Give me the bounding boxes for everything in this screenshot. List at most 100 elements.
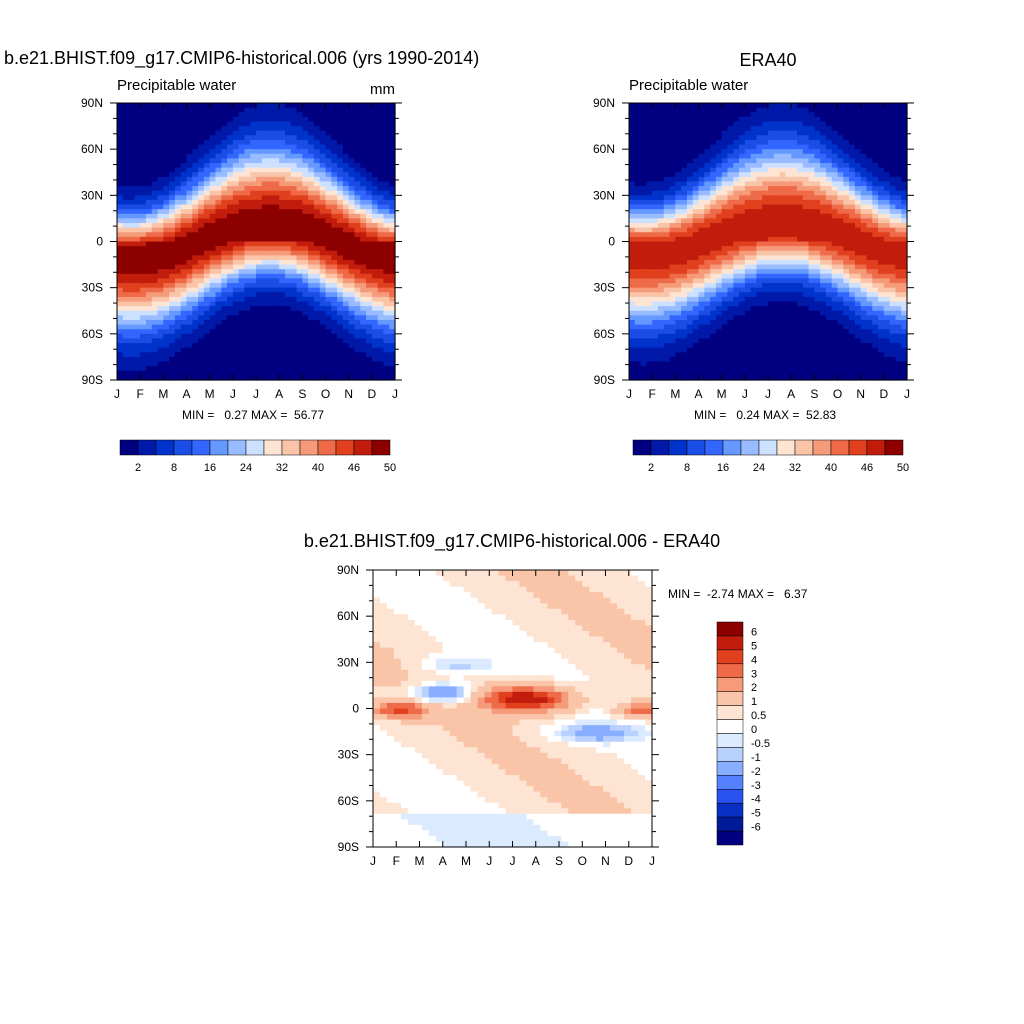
heatmap-cell <box>733 223 740 229</box>
heatmap-cell <box>872 269 879 275</box>
heatmap-cell <box>860 209 868 215</box>
heatmap-cell <box>227 176 234 183</box>
heatmap-cell <box>221 236 228 243</box>
heatmap-cell <box>331 361 338 367</box>
heatmap-cell <box>739 139 746 146</box>
heatmap-cell <box>151 250 159 256</box>
heatmap-cell <box>681 250 688 256</box>
heatmap-cell <box>756 273 763 280</box>
heatmap-cell <box>721 126 729 132</box>
colorbar-label: 24 <box>240 462 252 474</box>
heatmap-cell <box>169 250 176 256</box>
heatmap-cell <box>366 259 373 266</box>
heatmap-cell <box>878 259 885 266</box>
heatmap-cell <box>883 144 891 150</box>
heatmap-cell <box>733 153 740 159</box>
heatmap-cell <box>383 329 390 335</box>
heatmap-cell <box>302 352 309 358</box>
heatmap-cell <box>145 112 153 118</box>
heatmap-cell <box>837 190 844 196</box>
heatmap-cell <box>128 172 135 178</box>
heatmap-cell <box>750 163 758 169</box>
heatmap-cell <box>652 176 659 183</box>
heatmap-cell <box>727 236 734 243</box>
heatmap-cell <box>296 343 303 349</box>
heatmap-cell <box>186 121 193 127</box>
heatmap-cell <box>140 107 147 113</box>
heatmap-cell <box>854 126 862 132</box>
heatmap-cell <box>756 107 763 113</box>
heatmap-cell <box>209 366 217 372</box>
heatmap-cell <box>256 167 263 173</box>
heatmap-cell <box>319 139 327 146</box>
colorbar-swatch <box>191 439 211 456</box>
heatmap-cell <box>820 167 827 173</box>
heatmap-cell <box>313 227 321 233</box>
heatmap-cell <box>250 310 257 316</box>
heatmap-cell <box>866 172 873 178</box>
heatmap-cell <box>756 130 763 136</box>
heatmap-cell <box>354 103 361 109</box>
heatmap-cell <box>348 306 356 312</box>
heatmap-cell <box>901 213 908 220</box>
heatmap-cell <box>267 324 274 330</box>
heatmap-cell <box>883 130 891 136</box>
heatmap-cell <box>773 112 781 118</box>
heatmap-cell <box>348 149 356 155</box>
heatmap-cell <box>250 107 257 113</box>
heatmap-cell <box>256 361 263 367</box>
heatmap-cell <box>872 209 879 215</box>
colorbar-label: 8 <box>171 462 177 474</box>
heatmap-cell <box>273 347 280 353</box>
heatmap-cell <box>227 352 234 358</box>
heatmap-cell <box>348 181 356 187</box>
heatmap-cell <box>169 186 176 192</box>
heatmap-cell <box>808 250 815 256</box>
heatmap-cell <box>186 370 193 376</box>
heatmap-cell <box>157 255 164 261</box>
heatmap-cell <box>302 296 309 303</box>
heatmap-cell <box>681 112 688 118</box>
heatmap-cell <box>140 306 147 312</box>
heatmap-cell <box>250 204 257 210</box>
heatmap-cell <box>377 306 385 312</box>
heatmap-cell <box>878 246 885 252</box>
heatmap-cell <box>302 319 309 326</box>
y-tick-label: 60S <box>82 327 103 341</box>
heatmap-cell <box>750 139 758 146</box>
units-label: mm <box>370 81 395 98</box>
heatmap-cell <box>122 278 130 284</box>
heatmap-cell <box>250 343 257 349</box>
heatmap-cell <box>715 246 723 252</box>
heatmap-cell <box>733 292 740 298</box>
heatmap-cell <box>203 190 211 196</box>
heatmap-cell <box>279 329 286 335</box>
heatmap-cell <box>169 287 176 293</box>
heatmap-cell <box>791 186 798 192</box>
heatmap-cell <box>785 190 792 196</box>
heatmap-cell <box>652 195 659 201</box>
heatmap-cell <box>837 116 844 123</box>
heatmap-cell <box>128 356 135 363</box>
heatmap-cell <box>122 324 130 330</box>
heatmap-cell <box>727 195 734 201</box>
heatmap-cell <box>860 172 868 178</box>
heatmap-cell <box>313 213 321 220</box>
heatmap-cell <box>785 283 792 289</box>
heatmap-cell <box>377 107 385 113</box>
heatmap-cell <box>849 227 856 233</box>
heatmap-cell <box>174 103 182 109</box>
heatmap-cell <box>203 333 211 340</box>
heatmap-cell <box>652 153 659 159</box>
heatmap-cell <box>860 190 868 196</box>
heatmap-cell <box>342 139 350 146</box>
heatmap-cell <box>629 236 636 243</box>
heatmap-cell <box>849 287 856 293</box>
heatmap-cell <box>337 269 344 275</box>
heatmap-cell <box>657 121 665 127</box>
heatmap-cell <box>692 176 700 183</box>
heatmap-cell <box>232 190 240 196</box>
heatmap-cell <box>203 236 211 243</box>
heatmap-cell <box>174 167 182 173</box>
heatmap-cell <box>750 204 758 210</box>
